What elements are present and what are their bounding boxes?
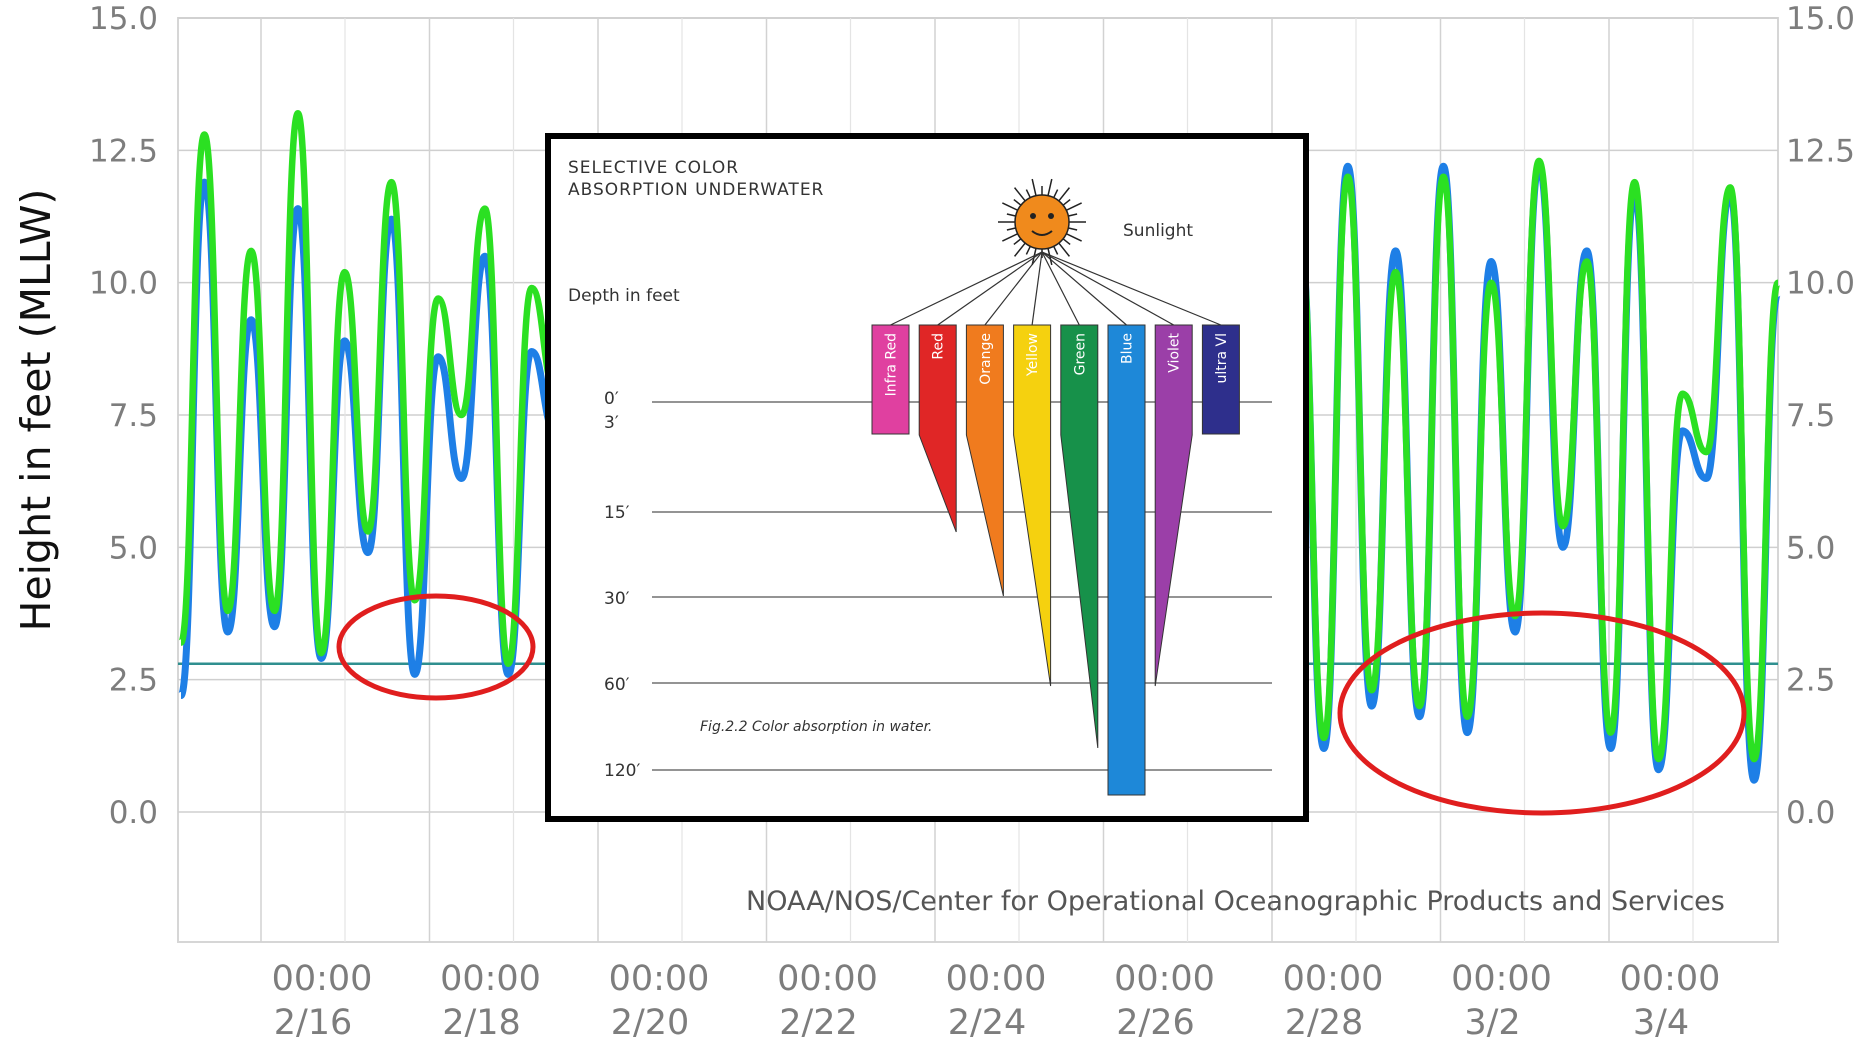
sun-ray-tick xyxy=(1002,232,1019,242)
sun-ray-tick xyxy=(1047,178,1053,197)
inset-figure: SELECTIVE COLOR ABSORPTION UNDERWATER Su… xyxy=(545,133,1309,822)
color-band xyxy=(1201,324,1240,435)
y-tick-label: 2.5 xyxy=(1786,663,1835,699)
x-tick-date: 2/28 xyxy=(1285,1003,1364,1043)
inset-title-line1: SELECTIVE COLOR xyxy=(568,158,739,178)
x-tick-date: 3/2 xyxy=(1464,1003,1520,1043)
y-axis-label: Height in feet (MLLW) xyxy=(12,189,60,632)
x-tick-time: 00:00 xyxy=(1620,959,1721,999)
sun-eye xyxy=(1048,213,1054,219)
sun-ray-tick xyxy=(1002,202,1019,212)
light-ray xyxy=(937,251,1043,326)
color-band xyxy=(1060,324,1099,749)
band-label: Orange xyxy=(978,333,994,385)
light-ray xyxy=(1041,251,1174,326)
sun-ray-tick xyxy=(1057,187,1071,203)
x-axis: 00:002/1600:002/1800:002/2000:002/2200:0… xyxy=(272,959,1721,1043)
highlight-circle-left xyxy=(336,593,536,701)
band-label: Yellow xyxy=(1025,333,1041,377)
color-band xyxy=(918,324,957,533)
series-line-right xyxy=(1296,157,1782,763)
x-tick-date: 2/18 xyxy=(442,1003,521,1043)
y-tick-label: 0.0 xyxy=(109,795,158,831)
x-tick-date: 2/20 xyxy=(611,1003,690,1043)
depth-mark: 30′ xyxy=(604,589,630,609)
color-band xyxy=(1013,324,1052,687)
y-tick-label: 12.5 xyxy=(1786,133,1853,169)
y-tick-label: 15.0 xyxy=(89,1,158,37)
band-label: Infra Red xyxy=(884,333,900,396)
color-bands: Infra Red Red Orange Yellow Green Blue Violet u… xyxy=(871,324,1240,796)
depth-mark: 0′ xyxy=(604,389,619,409)
color-band xyxy=(965,324,1004,597)
sun-rays xyxy=(890,251,1222,326)
light-ray xyxy=(890,251,1043,326)
band-label: ultra Vl xyxy=(1214,333,1230,384)
series-line-left xyxy=(177,110,557,668)
band-label: Red xyxy=(931,333,947,360)
y-tick-label: 7.5 xyxy=(109,398,158,434)
sun-disc xyxy=(1014,194,1070,250)
color-band xyxy=(1107,324,1146,796)
band-label: Blue xyxy=(1120,333,1136,364)
x-tick-time: 00:00 xyxy=(777,959,878,999)
credit-text: NOAA/NOS/Center for Operational Oceanogr… xyxy=(746,886,1725,917)
sun-eye xyxy=(1030,213,1036,219)
y-tick-label: 10.0 xyxy=(1786,266,1853,302)
depth-mark: 120′ xyxy=(604,761,640,781)
y-tick-label: 2.5 xyxy=(109,663,158,699)
x-tick-time: 00:00 xyxy=(440,959,541,999)
depth-mark: 60′ xyxy=(604,675,630,695)
x-tick-date: 3/4 xyxy=(1633,1003,1689,1043)
x-tick-date: 2/22 xyxy=(779,1003,858,1043)
sun-icon xyxy=(998,178,1086,266)
sun-ray-tick xyxy=(1013,241,1027,257)
light-ray xyxy=(1041,251,1080,326)
sun-ray-tick xyxy=(1065,232,1082,242)
x-tick-time: 00:00 xyxy=(1451,959,1552,999)
y-tick-label: 10.0 xyxy=(89,266,158,302)
highlight-circles xyxy=(336,593,1747,816)
x-tick-time: 00:00 xyxy=(609,959,710,999)
sun-ray-tick xyxy=(1031,178,1037,197)
y-tick-label: 7.5 xyxy=(1786,398,1835,434)
light-ray xyxy=(984,251,1043,326)
depth-mark: 15′ xyxy=(604,503,630,523)
y-tick-label: 5.0 xyxy=(1786,530,1835,566)
inset-caption: Fig.2.2 Color absorption in water. xyxy=(700,719,933,735)
light-ray xyxy=(1041,251,1222,326)
light-ray xyxy=(1031,251,1043,326)
band-label: Green xyxy=(1072,333,1088,375)
x-tick-date: 2/16 xyxy=(274,1003,353,1043)
y-tick-label: 0.0 xyxy=(1786,795,1835,831)
sun-mouth xyxy=(1031,230,1053,236)
band-label: Violet xyxy=(1167,332,1183,372)
sun-ray-tick xyxy=(1065,202,1082,212)
sun-ray-tick xyxy=(1013,187,1027,203)
light-ray xyxy=(1041,251,1127,326)
series-lines xyxy=(177,110,1782,784)
depth-mark: 3′ xyxy=(604,413,619,433)
inset-title-line2: ABSORPTION UNDERWATER xyxy=(568,180,824,200)
color-band xyxy=(871,324,910,435)
y-axis-right: 15.0 12.5 10.0 7.5 5.0 2.5 0.0 xyxy=(1786,1,1853,831)
highlight-circle-right xyxy=(1337,610,1747,816)
depth-lines: 0′ 3′ 15′ 30′ 60′ 120′ xyxy=(604,389,1272,781)
x-tick-time: 00:00 xyxy=(1114,959,1215,999)
y-axis-left: 15.0 12.5 10.0 7.5 5.0 2.5 0.0 xyxy=(89,1,158,831)
x-tick-date: 2/24 xyxy=(948,1003,1027,1043)
sunlight-label: Sunlight xyxy=(1123,221,1193,241)
y-tick-label: 15.0 xyxy=(1786,1,1853,37)
x-tick-time: 00:00 xyxy=(1283,959,1384,999)
color-band xyxy=(1154,324,1193,687)
y-tick-label: 12.5 xyxy=(89,133,158,169)
x-tick-time: 00:00 xyxy=(272,959,373,999)
y-tick-label: 5.0 xyxy=(109,530,158,566)
sun-ray-tick xyxy=(1057,241,1071,257)
depth-label: Depth in feet xyxy=(568,286,680,306)
x-tick-time: 00:00 xyxy=(946,959,1047,999)
x-tick-date: 2/26 xyxy=(1116,1003,1195,1043)
